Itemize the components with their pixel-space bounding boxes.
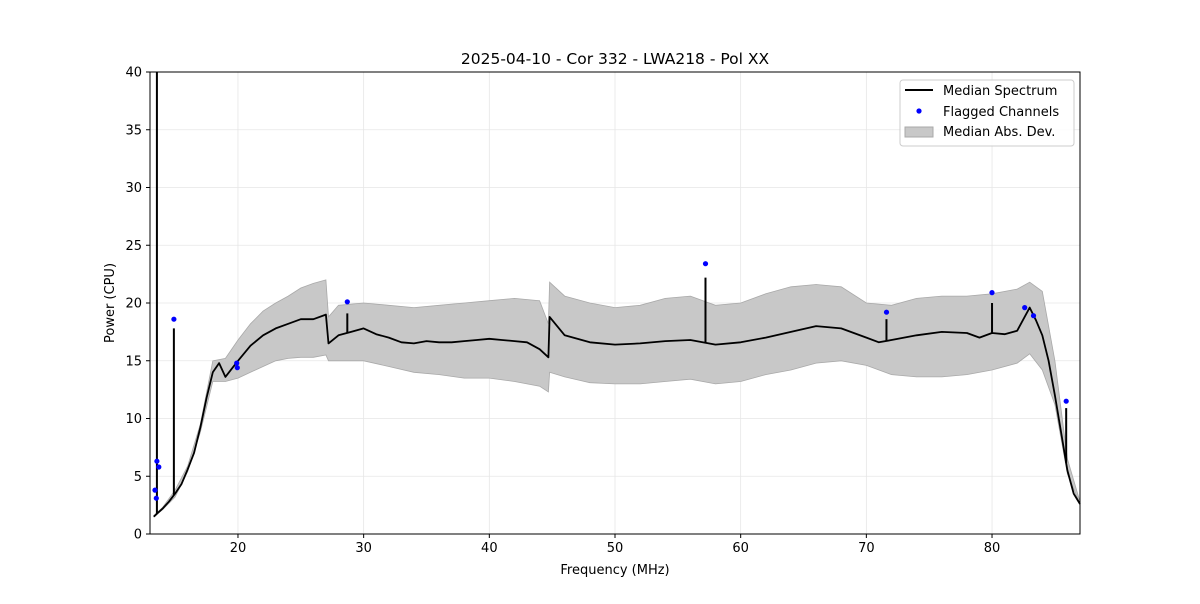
flagged-channel-point — [234, 360, 240, 366]
legend-label-median-spectrum: Median Spectrum — [943, 84, 1057, 99]
x-tick-label: 70 — [858, 541, 875, 556]
x-axis-label: Frequency (MHz) — [560, 563, 669, 578]
x-tick-label: 20 — [230, 541, 247, 556]
y-tick-label: 40 — [125, 66, 142, 81]
axis-ticks: 20 30 40 50 60 70 80 0 5 10 15 20 25 30 35 40 — [125, 66, 1000, 557]
y-axis-label: Power (CPU) — [103, 263, 118, 343]
legend-box — [899, 79, 1075, 147]
flagged-channel-point — [171, 316, 177, 322]
flagged-channel-point — [152, 487, 158, 493]
flagged-channel-point — [153, 495, 159, 501]
y-tick-label: 10 — [125, 412, 142, 427]
x-tick-label: 60 — [732, 541, 749, 556]
legend-dot-swatch — [916, 108, 922, 114]
y-tick-label: 35 — [125, 123, 142, 138]
legend-label-flagged-channels: Flagged Channels — [943, 105, 1059, 120]
x-tick-label: 50 — [607, 541, 624, 556]
flagged-channel-point — [883, 309, 890, 315]
legend-patch-swatch — [904, 126, 934, 138]
flagged-channel-point — [1022, 305, 1028, 311]
chart-title: 2025-04-10 - Cor 332 - LWA218 - Pol XX — [461, 50, 770, 68]
x-tick-label: 40 — [481, 541, 498, 556]
median-spectrum-line — [153, 306, 1081, 518]
flagged-channel-point — [156, 464, 162, 470]
y-tick-label: 15 — [125, 354, 142, 369]
flagged-channel-point — [154, 458, 160, 464]
flagged-channel-point — [1063, 398, 1069, 404]
legend: Median Spectrum Flagged Channels Median … — [899, 79, 1075, 147]
y-tick-label: 30 — [125, 181, 142, 196]
flagged-channels-layer — [152, 261, 1069, 501]
y-tick-label: 20 — [125, 297, 142, 312]
flagged-channel-point — [989, 290, 995, 296]
median-line-layer — [153, 72, 1081, 518]
y-tick-label: 5 — [134, 470, 142, 485]
flagged-channel-point — [702, 261, 709, 267]
flagged-channel-point — [1030, 313, 1037, 319]
x-tick-label: 30 — [355, 541, 372, 556]
y-tick-label: 0 — [134, 528, 142, 543]
y-tick-label: 25 — [125, 239, 142, 254]
flagged-channel-point — [344, 299, 350, 305]
legend-label-median-abs-dev: Median Abs. Dev. — [943, 125, 1055, 140]
flagged-channel-point — [234, 365, 240, 371]
x-tick-label: 80 — [984, 541, 1001, 556]
